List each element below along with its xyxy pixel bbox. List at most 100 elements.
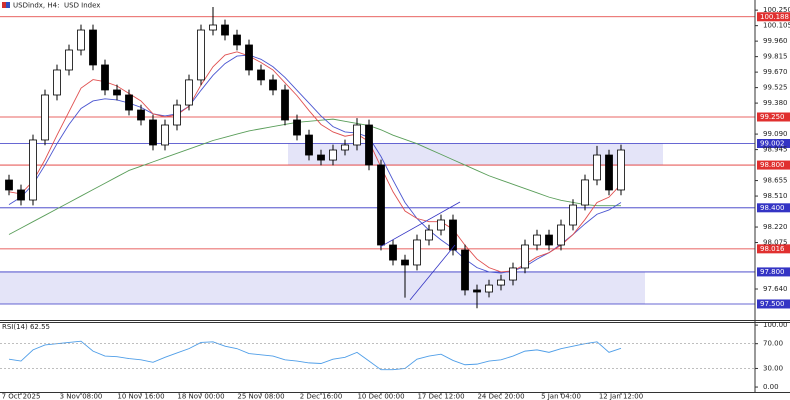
indicators — [8, 51, 622, 371]
candle-body — [149, 119, 157, 146]
level-label: 97.800 — [760, 268, 785, 276]
x-tick-label: 25 Nov 08:00 — [237, 393, 284, 400]
candle-body — [161, 124, 169, 146]
level-label-box — [757, 112, 790, 122]
candle-body — [65, 49, 73, 71]
candle-body — [365, 124, 373, 166]
x-tick-label: 7 Oct 2025 — [2, 393, 41, 400]
zone — [288, 143, 663, 166]
description: USD Index — [64, 2, 100, 10]
y-tick-label: 99.380 — [763, 99, 788, 107]
y-tick-label: 99.960 — [763, 37, 788, 45]
rsi-tick-label: 100.00 — [763, 321, 788, 329]
y-tick-label: 99.090 — [763, 130, 788, 138]
y-tick-label: 99.815 — [763, 53, 788, 61]
level-label: 98.016 — [760, 245, 785, 253]
level-label-box — [757, 267, 790, 277]
candle-body — [245, 44, 253, 71]
level-label: 97.500 — [760, 300, 785, 308]
indicator-line — [8, 51, 622, 273]
rsi-line — [8, 340, 622, 371]
candle-body — [53, 69, 61, 96]
level-label-box — [757, 12, 790, 22]
level-label: 98.800 — [760, 161, 785, 169]
candle-body — [425, 229, 433, 241]
candle-body — [101, 64, 109, 91]
y-tick-label: 98.510 — [763, 192, 788, 200]
candle-body — [317, 154, 325, 161]
candle-body — [581, 179, 589, 206]
candle-body — [533, 234, 541, 246]
candle-body — [293, 119, 301, 136]
candle-body — [137, 109, 145, 121]
candle-body — [605, 154, 613, 191]
candle-body — [125, 94, 133, 111]
y-tick-label: 100.250 — [763, 6, 790, 14]
level-label-box — [757, 138, 790, 148]
candle-body — [329, 149, 337, 161]
candle-body — [485, 284, 493, 293]
x-tick-label: 24 Dec 20:00 — [477, 393, 524, 400]
zones — [0, 143, 663, 304]
y-tick-label: 98.655 — [763, 177, 788, 185]
x-tick-label: 2 Dec 16:00 — [300, 393, 343, 400]
candle-body — [509, 267, 517, 281]
y-tick-label: 99.670 — [763, 68, 788, 76]
trend-line — [409, 244, 456, 301]
candle-body — [233, 34, 241, 46]
candle-body — [353, 124, 361, 146]
x-tick-label: 12 Jan 12:00 — [599, 393, 643, 400]
candle-body — [269, 79, 277, 91]
symbol-icon — [6, 2, 10, 8]
level-label: 100.188 — [760, 13, 789, 21]
y-tick-label: 98.220 — [763, 223, 788, 231]
x-tick-label: 17 Dec 12:00 — [417, 393, 464, 400]
x-tick-label: 10 Dec 00:00 — [357, 393, 404, 400]
candle-body — [5, 179, 13, 191]
candle-body — [257, 69, 265, 81]
x-tick-label: 18 Nov 00:00 — [177, 393, 224, 400]
candle-body — [449, 219, 457, 251]
level-label: 98.400 — [760, 204, 785, 212]
candle-body — [89, 29, 97, 66]
candle-body — [185, 79, 193, 106]
candle-body — [593, 154, 601, 181]
rsi-title: RSI(14) 62.55 — [2, 323, 50, 331]
candle-body — [521, 244, 529, 269]
y-tick-label: 97.640 — [763, 285, 788, 293]
level-label: 99.002 — [760, 139, 785, 147]
indicator-line — [8, 54, 622, 274]
y-tick-label: 100.105 — [763, 22, 790, 30]
symbol-icon — [2, 2, 6, 8]
rsi-tick-label: 70.00 — [763, 340, 783, 348]
y-tick-label: 98.075 — [763, 239, 788, 247]
indicator-line — [8, 118, 621, 235]
candle-body — [305, 134, 313, 156]
level-label-box — [757, 160, 790, 170]
candle-body — [557, 224, 565, 246]
y-tick-label: 99.525 — [763, 84, 788, 92]
candles — [5, 6, 625, 309]
candle-body — [413, 239, 421, 266]
candle-body — [545, 234, 553, 246]
y-tick-label: 98.945 — [763, 146, 788, 154]
trend-line — [379, 201, 461, 248]
x-tick-label: 10 Nov 16:00 — [117, 393, 164, 400]
candle-body — [401, 259, 409, 266]
level-label: 99.250 — [760, 113, 785, 121]
candle-body — [389, 244, 397, 261]
rsi-tick-label: 30.00 — [763, 364, 783, 372]
level-label-box — [757, 244, 790, 254]
candle-body — [113, 89, 121, 96]
candle-body — [461, 249, 469, 291]
candle-body — [437, 219, 445, 231]
level-label-box — [757, 299, 790, 309]
level-label-box — [757, 203, 790, 213]
candle-body — [17, 189, 25, 201]
zone — [0, 271, 645, 304]
candle-body — [173, 104, 181, 126]
symbol: USDindx, H4: — [13, 2, 59, 10]
